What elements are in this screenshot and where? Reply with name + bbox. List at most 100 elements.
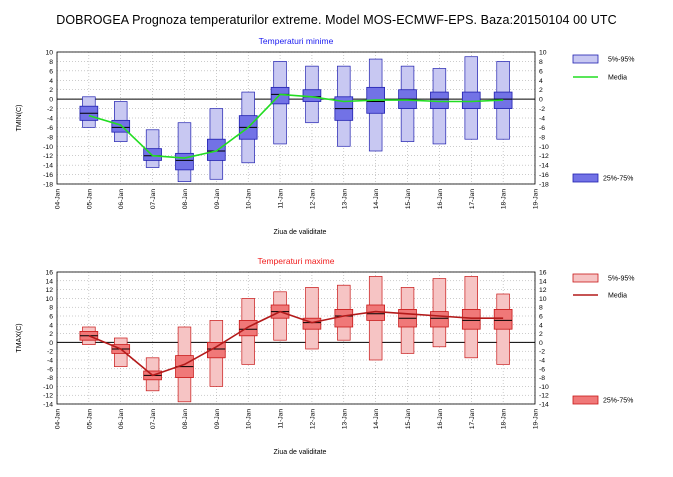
panel2-x-tick-label: 19-Jan xyxy=(533,409,540,429)
panel1-x-tick-label: 07-Jan xyxy=(150,189,157,209)
panel2-x-tick-label: 14-Jan xyxy=(373,409,380,429)
panel1-x-tick-label: 06-Jan xyxy=(118,189,125,209)
panel1-x-tick-label: 12-Jan xyxy=(309,189,316,209)
panel2-y-tick-label-left: 8 xyxy=(49,305,53,312)
panel2-y-tick-label-right: 8 xyxy=(539,305,543,312)
panel2-y-tick-label-left: 10 xyxy=(45,296,53,303)
panel2-x-tick-label: 09-Jan xyxy=(214,409,221,429)
panel1-x-tick-label: 04-Jan xyxy=(55,189,62,209)
panel2-x-tick-label: 12-Jan xyxy=(309,409,316,429)
panel1-y-axis-label: TMIN(C) xyxy=(16,105,23,132)
panel1-x-tick-label: 19-Jan xyxy=(533,189,540,209)
panel1-y-tick-label-left: -8 xyxy=(47,134,53,141)
panel2-y-tick-label-left: 4 xyxy=(49,322,53,329)
panel2-legend-iqr-label: 25%-75% xyxy=(603,398,633,405)
panel1-y-tick-label-right: 6 xyxy=(539,68,543,75)
panel2-mean-line xyxy=(88,310,504,377)
panel1-legend-mean-label: Media xyxy=(608,75,627,82)
panel2-plot-frame xyxy=(56,271,536,405)
panel2-y-tick-label-left: 6 xyxy=(49,314,53,321)
panel1-y-tick-label-left: 6 xyxy=(49,68,53,75)
panel1-y-tick-label-right: -8 xyxy=(539,134,545,141)
panel2-y-tick-label-left: -10 xyxy=(43,384,53,391)
panel1-iqr-box xyxy=(430,91,449,109)
panel1-y-tick-label-left: -14 xyxy=(43,163,53,170)
panel2-y-tick-label-left: 16 xyxy=(45,270,53,277)
panel1-x-tick-label: 15-Jan xyxy=(405,189,412,209)
panel2-y-tick-label-right: 12 xyxy=(539,287,547,294)
panel2-y-tick-label-right: 16 xyxy=(539,270,547,277)
panel2-y-tick-label-right: -2 xyxy=(539,349,545,356)
panel2-y-tick-label-right: 10 xyxy=(539,296,547,303)
panel1-whisker-box xyxy=(177,122,192,182)
panel1-y-tick-label-left: 4 xyxy=(49,78,53,85)
panel1-iqr-box xyxy=(143,148,162,161)
panel2-x-tick-label: 07-Jan xyxy=(150,409,157,429)
panel1-x-tick-label: 09-Jan xyxy=(214,189,221,209)
panel1-legend-iqr-swatch xyxy=(572,173,599,183)
panel2-x-tick-label: 16-Jan xyxy=(437,409,444,429)
panel1-iqr-box xyxy=(207,138,226,161)
chart-main-title: DOBROGEA Prognoza temperaturilor extreme… xyxy=(56,13,617,27)
panel1-x-tick-label: 11-Jan xyxy=(278,189,285,209)
panel1-y-tick-label-right: 2 xyxy=(539,87,543,94)
panel1-y-tick-label-left: -6 xyxy=(47,125,53,132)
panel2-y-tick-label-left: 2 xyxy=(49,331,53,338)
panel1-x-axis-label: Ziua de validitate xyxy=(274,229,327,236)
panel2-y-tick-label-left: -4 xyxy=(47,358,53,365)
panel1-x-tick-label: 14-Jan xyxy=(373,189,380,209)
panel1-iqr-box xyxy=(461,91,481,109)
panel1-y-tick-label-right: -14 xyxy=(539,163,549,170)
panel1-iqr-box xyxy=(175,152,194,171)
panel1-y-tick-label-right: 8 xyxy=(539,59,543,66)
panel1-mean-line xyxy=(88,93,504,159)
panel2-y-axis-label: TMAX(C) xyxy=(16,323,23,352)
panel2-x-tick-label: 04-Jan xyxy=(55,409,62,429)
panel1-x-tick-label: 08-Jan xyxy=(182,189,189,209)
panel2-legend-whisker-swatch xyxy=(572,273,599,283)
panel2-legend-iqr-swatch xyxy=(572,395,599,405)
panel2-y-tick-label-left: -14 xyxy=(43,402,53,409)
panel2-iqr-box xyxy=(493,308,513,330)
panel1-legend-iqr-label: 25%-75% xyxy=(603,176,633,183)
panel2-iqr-box xyxy=(430,311,449,328)
panel1-x-tick-label: 16-Jan xyxy=(437,189,444,209)
panel1-y-tick-label-right: 4 xyxy=(539,78,543,85)
panel1-y-tick-label-right: -2 xyxy=(539,106,545,113)
panel1-iqr-box xyxy=(111,119,131,133)
panel2-y-tick-label-right: -12 xyxy=(539,393,549,400)
panel2-y-tick-label-left: 0 xyxy=(49,340,53,347)
panel1-x-tick-label: 13-Jan xyxy=(341,189,348,209)
panel2-legend-mean-label: Media xyxy=(608,293,627,300)
panel2-y-tick-label-left: -2 xyxy=(47,349,53,356)
panel2-y-tick-label-right: 4 xyxy=(539,322,543,329)
panel1-x-tick-label: 18-Jan xyxy=(501,189,508,209)
panel2-iqr-box xyxy=(461,308,481,330)
panel2-x-tick-label: 10-Jan xyxy=(246,409,253,429)
panel2-iqr-box xyxy=(334,308,354,328)
panel2-y-tick-label-right: -8 xyxy=(539,375,545,382)
panel1-y-tick-label-left: -18 xyxy=(43,182,53,189)
panel1-x-tick-label: 10-Jan xyxy=(246,189,253,209)
panel1-x-tick-label: 05-Jan xyxy=(86,189,93,209)
panel2-y-tick-label-right: -6 xyxy=(539,366,545,373)
panel2-x-tick-label: 17-Jan xyxy=(469,409,476,429)
panel1-y-tick-label-left: -2 xyxy=(47,106,53,113)
panel2-y-tick-label-left: 14 xyxy=(45,278,53,285)
panel2-x-tick-label: 18-Jan xyxy=(501,409,508,429)
panel2-x-tick-label: 13-Jan xyxy=(341,409,348,429)
panel1-y-tick-label-left: -10 xyxy=(43,144,53,151)
panel1-y-tick-label-left: -4 xyxy=(47,116,53,123)
panel2-iqr-box xyxy=(238,319,258,337)
panel2-iqr-box xyxy=(207,341,226,359)
panel2-y-tick-label-right: -4 xyxy=(539,358,545,365)
panel1-y-tick-label-right: -18 xyxy=(539,182,549,189)
panel2-y-tick-label-right: 6 xyxy=(539,314,543,321)
panel2-x-tick-label: 11-Jan xyxy=(278,409,285,429)
panel2-y-tick-label-left: -6 xyxy=(47,366,53,373)
panel2-x-axis-label: Ziua de validitate xyxy=(274,449,327,456)
panel2-y-tick-label-right: -14 xyxy=(539,402,549,409)
panel1-y-tick-label-left: 2 xyxy=(49,87,53,94)
panel2-y-tick-label-right: 14 xyxy=(539,278,547,285)
panel2-x-tick-label: 08-Jan xyxy=(182,409,189,429)
